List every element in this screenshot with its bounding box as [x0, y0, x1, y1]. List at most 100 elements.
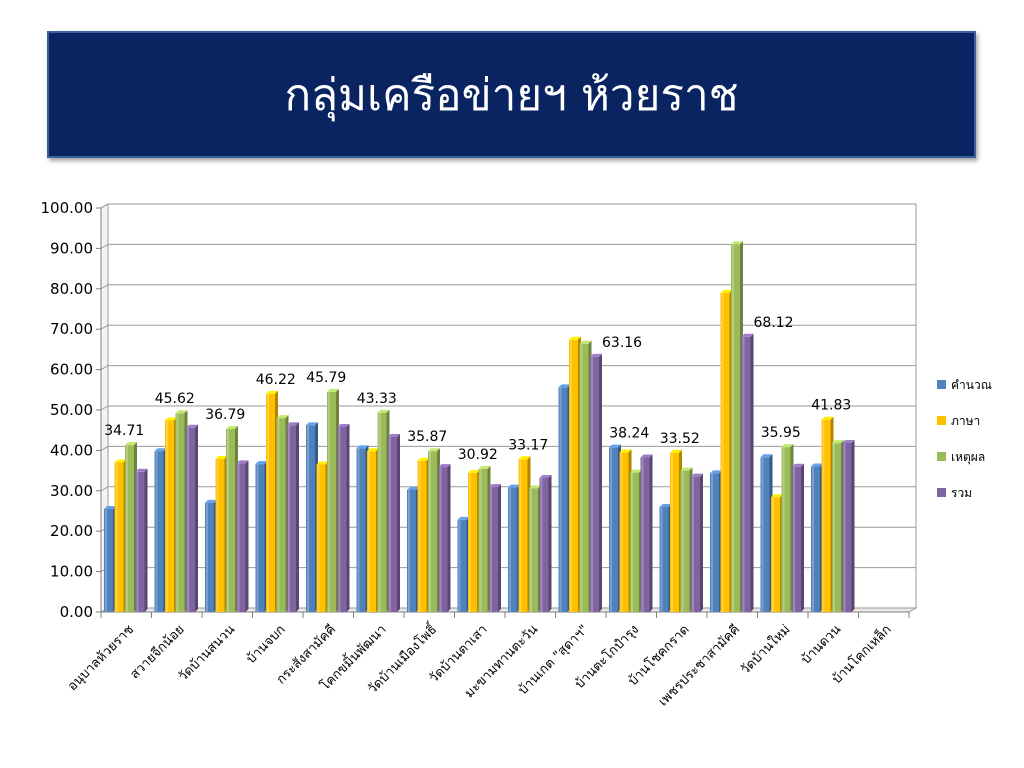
bar-top — [236, 460, 249, 464]
bar-top — [741, 333, 754, 337]
bar-highlight — [692, 476, 694, 612]
bar-highlight — [227, 428, 229, 612]
bar-front — [579, 343, 589, 612]
bar-highlight — [277, 418, 280, 612]
bar-front — [417, 460, 427, 612]
bar-front — [731, 244, 740, 613]
bar-3 — [691, 473, 703, 612]
bar-top — [438, 464, 451, 468]
bar-front — [205, 502, 214, 612]
bar-highlight — [206, 502, 208, 612]
bar-side — [548, 474, 552, 612]
bar-top — [327, 388, 339, 392]
bar-top — [731, 241, 743, 245]
bar-0 — [154, 448, 167, 612]
bar-0 — [760, 454, 773, 612]
bar-top — [691, 473, 703, 477]
gridline-diag — [100, 445, 109, 451]
bar-highlight — [772, 497, 774, 612]
bar-front — [104, 508, 113, 612]
bar-highlight — [833, 443, 835, 612]
bar-top — [407, 486, 419, 490]
bar-highlight — [256, 464, 259, 612]
bar-top — [760, 454, 773, 458]
bar-top — [508, 484, 520, 488]
bar-side — [195, 424, 198, 612]
bar-1 — [114, 459, 127, 612]
bar-top — [428, 448, 440, 452]
bar-highlight — [176, 413, 179, 612]
bar-0 — [407, 486, 419, 612]
bar-2 — [731, 241, 743, 613]
bar-front — [388, 436, 397, 612]
bar-side — [649, 454, 653, 612]
bar-highlight — [631, 472, 633, 612]
bar-front — [316, 464, 326, 612]
bar-front — [154, 451, 164, 612]
bar-2 — [125, 442, 137, 612]
bar-front — [356, 448, 366, 612]
bar-front — [489, 487, 498, 612]
bar-3 — [287, 422, 299, 612]
bar-side — [801, 463, 804, 612]
bar-front — [266, 393, 275, 612]
bar-front — [832, 443, 841, 612]
bar-2 — [630, 469, 642, 612]
bar-highlight — [732, 244, 734, 613]
bar-3 — [186, 424, 198, 612]
legend-swatch — [937, 380, 946, 389]
bar-highlight — [559, 387, 562, 612]
bar-front — [680, 470, 690, 612]
bar-top — [337, 424, 350, 428]
legend-swatch — [937, 488, 946, 497]
bar-top — [154, 448, 167, 452]
bar-front — [337, 427, 347, 612]
bar-highlight — [660, 506, 663, 612]
bar-top — [316, 461, 329, 465]
bar-highlight — [458, 519, 461, 612]
bar-top — [659, 503, 672, 507]
bar-top — [125, 442, 137, 446]
gridline-diag — [100, 486, 109, 492]
bar-2 — [478, 465, 491, 612]
bar-front — [619, 452, 629, 612]
bar-2 — [529, 485, 541, 612]
bar-front — [760, 457, 770, 612]
bar-top — [670, 449, 682, 453]
title-banner: กลุ่มเครือข่ายฯ ห้วยราช — [47, 31, 976, 158]
data-label: 63.16 — [602, 335, 642, 351]
bar-1 — [518, 456, 531, 612]
bar-highlight — [812, 466, 814, 612]
data-label: 41.83 — [811, 398, 851, 414]
bar-1 — [720, 289, 733, 612]
bar-highlight — [580, 343, 583, 612]
data-label: 33.52 — [660, 431, 700, 447]
bar-highlight — [822, 419, 825, 612]
bar-highlight — [267, 393, 269, 612]
bar-top — [388, 433, 400, 437]
bar-1 — [670, 449, 682, 612]
bar-highlight — [570, 339, 572, 612]
bar-top — [478, 465, 491, 469]
bar-top — [720, 289, 733, 293]
bar-3 — [135, 468, 148, 612]
bar-highlight — [418, 460, 421, 612]
bar-front — [792, 466, 801, 612]
y-tick-label: 60.00 — [50, 361, 93, 379]
data-label: 34.71 — [104, 423, 144, 439]
bar-highlight — [288, 425, 290, 612]
bar-front — [186, 427, 195, 612]
bar-front — [457, 519, 467, 612]
bar-highlight — [843, 443, 846, 612]
bar-highlight — [216, 458, 219, 612]
bar-0 — [609, 444, 621, 612]
bar-top — [287, 422, 299, 426]
bar-highlight — [136, 471, 139, 612]
bar-top — [771, 494, 783, 498]
bar-top — [630, 469, 642, 473]
bar-1 — [619, 449, 632, 612]
data-label: 30.92 — [458, 447, 498, 463]
y-tick-label: 90.00 — [50, 239, 93, 257]
bar-top — [276, 415, 289, 419]
